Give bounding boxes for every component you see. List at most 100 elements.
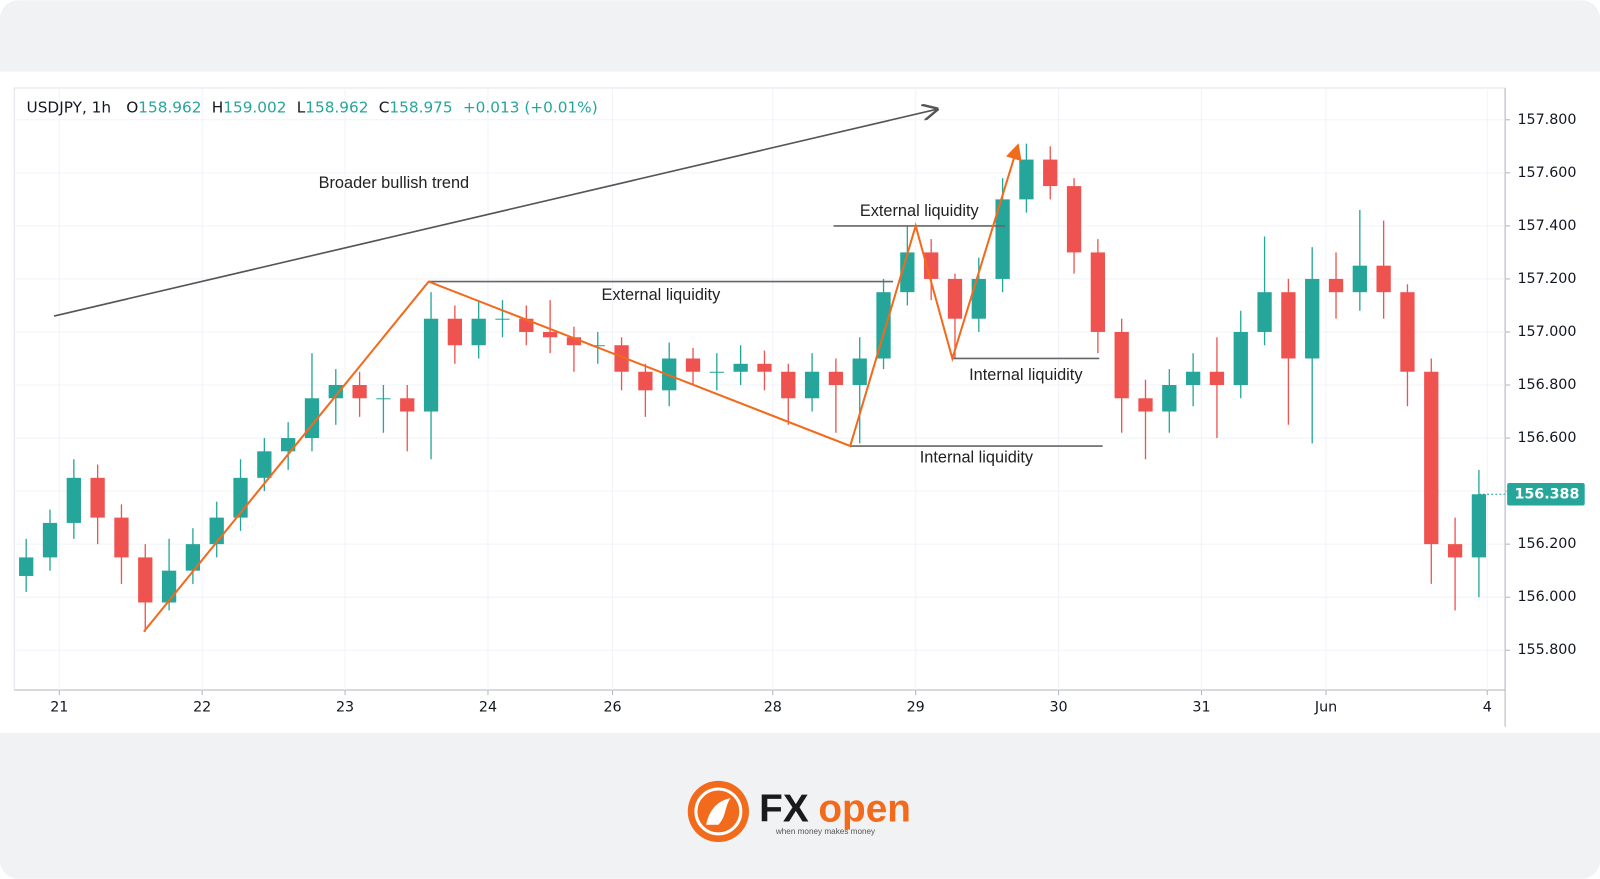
y-tick-label: 156.800	[1517, 377, 1576, 393]
legend-value: 158.975	[389, 98, 452, 116]
candle-body	[733, 363, 748, 372]
candle-body	[685, 358, 701, 372]
legend-key: H	[212, 98, 224, 116]
legend-value: 158.962	[305, 98, 368, 116]
legend-key: O	[126, 98, 138, 116]
last-price-badge	[1507, 483, 1585, 506]
x-tick-label: 30	[1049, 699, 1067, 715]
candle-body	[495, 318, 510, 320]
liquidity-label: Internal liquidity	[920, 449, 1034, 467]
candle-body	[352, 385, 367, 399]
candle-body	[709, 371, 724, 373]
legend-change: +0.013 (+0.01%)	[463, 98, 598, 116]
candle-body	[542, 331, 558, 338]
candle-body	[1162, 385, 1177, 412]
candle-body	[42, 522, 58, 558]
candle-body	[947, 278, 963, 319]
candle-body	[114, 517, 129, 558]
logo-tagline: when money makes money	[775, 827, 876, 836]
candle-body	[1328, 278, 1344, 293]
legend-key: C	[379, 98, 390, 116]
candle-body	[1424, 371, 1439, 545]
candle-body	[1447, 544, 1463, 558]
trend-arrow	[53, 109, 937, 317]
x-tick-label: 29	[907, 699, 925, 715]
y-tick-label: 156.000	[1517, 589, 1576, 605]
y-tick-label: 157.800	[1517, 112, 1576, 128]
legend-value: 158.962	[138, 98, 201, 116]
candle-body	[376, 398, 391, 400]
liquidity-label: External liquidity	[601, 286, 721, 304]
candle-body	[1209, 371, 1225, 386]
candle-body	[1400, 292, 1415, 372]
x-tick-label: 23	[336, 699, 354, 715]
symbol-legend: USDJPY, 1h O158.962 H159.002 L158.962 C158.…	[27, 98, 598, 116]
chart-panel	[0, 71, 1600, 733]
candle-body	[423, 318, 439, 412]
candle-body	[804, 371, 820, 399]
candle-body	[1066, 186, 1082, 253]
symbol-header: USDJPY, 1h O158.962 H159.002 L158.962 C158.…	[27, 98, 598, 116]
trend-label: Broader bullish trend	[319, 174, 470, 192]
candle-body	[328, 385, 343, 399]
candle-body	[1257, 292, 1272, 332]
candle-body	[757, 363, 772, 372]
candle-body	[1376, 265, 1391, 293]
logo: FX open when money makes money	[687, 780, 911, 843]
y-tick-label: 157.000	[1517, 324, 1576, 340]
liquidity-label: Internal liquidity	[969, 366, 1083, 384]
logo-icon-ring	[694, 787, 743, 836]
candle-body	[185, 544, 201, 571]
y-tick-label: 157.200	[1517, 271, 1576, 287]
y-tick-label: 155.800	[1517, 642, 1576, 658]
y-tick-label: 157.400	[1517, 218, 1576, 234]
candle-body	[400, 398, 415, 412]
candle-body	[1281, 292, 1296, 359]
candle-body	[1233, 331, 1248, 386]
candle-body	[66, 477, 81, 523]
candle-body	[161, 570, 177, 603]
logo-fx: FX	[759, 788, 809, 831]
candle-body	[471, 318, 486, 346]
candle-body	[971, 278, 986, 319]
candle-body	[138, 557, 153, 603]
liquidity-label: External liquidity	[860, 202, 980, 220]
candle-body	[281, 438, 296, 452]
candle-body	[1138, 398, 1153, 412]
candle-body	[852, 358, 867, 386]
legend-key: L	[297, 98, 306, 116]
candle-body	[209, 517, 224, 545]
y-tick-label: 156.200	[1517, 536, 1576, 552]
x-tick-label: 21	[50, 699, 68, 715]
logo-open: open	[818, 788, 911, 831]
candle-body	[638, 371, 653, 391]
candle-body	[876, 292, 891, 359]
candle-body	[828, 371, 844, 386]
structure-zigzag	[143, 143, 1022, 633]
candle-body	[1305, 278, 1320, 359]
candle-body	[590, 345, 605, 347]
candle-body	[19, 557, 34, 576]
symbol: USDJPY, 1h	[27, 98, 112, 116]
x-tick-label: Jun	[1314, 699, 1337, 715]
x-tick-label: 24	[479, 699, 497, 715]
y-tick-label: 157.600	[1517, 165, 1576, 181]
candle-body	[995, 199, 1010, 279]
legend-value: 159.002	[223, 98, 286, 116]
candle-body	[1019, 159, 1034, 200]
candle-body	[781, 371, 796, 399]
x-tick-label: 31	[1192, 699, 1210, 715]
candle-body	[447, 318, 463, 346]
candle-body	[1352, 265, 1367, 293]
y-tick-label: 156.600	[1517, 430, 1576, 446]
last-price-label: 156.388	[1514, 486, 1579, 502]
candle-body	[614, 345, 629, 372]
x-tick-label: 26	[603, 699, 621, 715]
x-tick-label: 22	[193, 699, 211, 715]
candle-body	[1185, 371, 1201, 386]
candle-body	[1114, 331, 1129, 399]
candle-body	[257, 451, 272, 478]
x-tick-label: 28	[764, 699, 782, 715]
